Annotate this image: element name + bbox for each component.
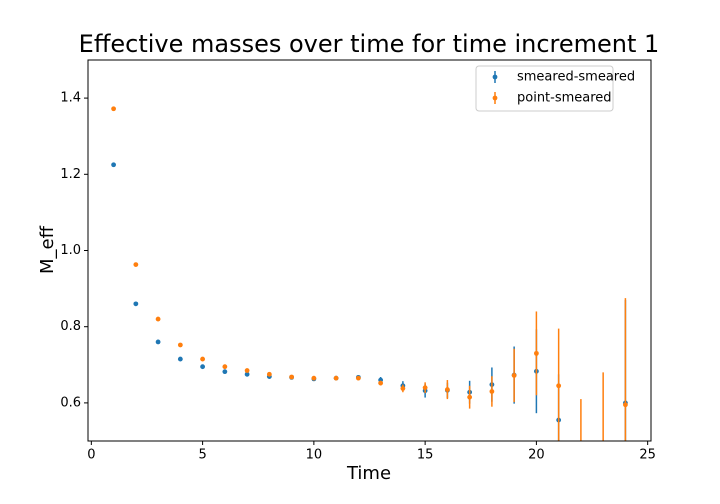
- data-point: [133, 262, 139, 267]
- data-point: [266, 371, 272, 377]
- plot-area: [111, 106, 628, 441]
- data-point: [155, 339, 161, 345]
- data-point: [533, 350, 539, 356]
- x-tick-label: 10: [306, 448, 323, 463]
- data-point: [244, 371, 250, 377]
- y-tick-label: 1.2: [60, 167, 81, 182]
- data-point: [111, 162, 116, 168]
- data-point: [155, 316, 161, 322]
- legend-marker: [492, 95, 498, 101]
- data-point: [511, 373, 517, 378]
- legend: [475, 65, 614, 112]
- data-point: [556, 383, 562, 389]
- data-point: [422, 385, 428, 391]
- legend-label: smeared-smeared: [517, 70, 635, 85]
- data-point: [400, 386, 406, 391]
- data-point: [444, 387, 450, 392]
- data-point: [489, 389, 495, 394]
- data-point: [311, 375, 317, 381]
- data-point: [111, 106, 116, 112]
- x-axis-label: Time: [346, 463, 391, 484]
- data-point: [177, 342, 183, 348]
- data-point: [378, 380, 384, 386]
- data-point: [200, 356, 206, 362]
- data-point: [222, 369, 228, 375]
- data-point: [355, 375, 361, 381]
- data-point: [177, 356, 183, 362]
- chart-title: Effective masses over time for time incr…: [79, 30, 660, 58]
- data-point: [133, 301, 139, 307]
- data-point: [623, 402, 628, 408]
- x-tick-label: 0: [87, 448, 95, 463]
- y-tick-label: 1.0: [60, 243, 81, 258]
- y-tick-label: 0.8: [60, 319, 81, 334]
- x-tick-label: 20: [528, 448, 545, 463]
- y-tick-label: 0.6: [60, 395, 81, 410]
- x-tick-label: 15: [417, 448, 434, 463]
- x-tick-label: 5: [198, 448, 206, 463]
- data-point: [244, 368, 250, 373]
- legend-label: point-smeared: [517, 91, 612, 106]
- x-tick-label: 25: [639, 448, 656, 463]
- data-point: [222, 364, 228, 370]
- data-point: [333, 375, 339, 381]
- data-point: [467, 394, 473, 400]
- legend-marker: [492, 74, 498, 80]
- y-tick-label: 1.4: [60, 91, 81, 106]
- y-axis-label: M_eff: [37, 225, 58, 274]
- data-point: [289, 374, 295, 380]
- data-point: [200, 364, 206, 370]
